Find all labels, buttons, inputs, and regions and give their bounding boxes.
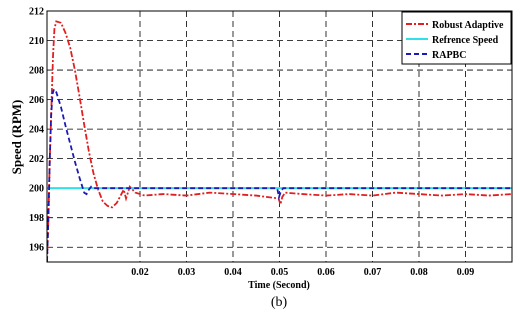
legend-label-robust-adaptive: Robust Adaptive: [432, 20, 504, 31]
x-tick-label: 0.06: [317, 267, 335, 278]
plot-frame: [46, 10, 513, 263]
x-tick-label: 0.02: [131, 267, 149, 278]
series-line-rapbc: [47, 87, 512, 262]
y-tick-label: 196: [29, 243, 44, 254]
x-tick-label: 0.08: [410, 267, 428, 278]
legend-label-refrence-speed: Refrence Speed: [432, 35, 499, 46]
legend: Robust Adaptive Refrence Speed RAPBC: [401, 11, 512, 65]
figure-caption: (b): [271, 295, 288, 310]
y-tick-label: 206: [29, 95, 44, 106]
tick-labels: 196 198 200 202 204 206 208 210 212 0.02 0.03 0.04 0…: [29, 7, 474, 279]
x-tick-label: 0.07: [364, 267, 382, 278]
x-tick-label: 0.03: [178, 267, 196, 278]
series-line-robust-adaptive: [47, 20, 512, 262]
y-tick-label: 204: [29, 125, 44, 136]
y-tick-label: 202: [29, 154, 44, 165]
legend-label-rapbc: RAPBC: [432, 50, 466, 61]
y-tick-label: 198: [29, 213, 44, 224]
x-tick-label: 0.04: [224, 267, 242, 278]
y-tick-label: 208: [29, 66, 44, 77]
x-axis-label: Time (Second): [248, 280, 310, 291]
x-tick-label: 0.05: [271, 267, 289, 278]
y-axis-label: Speed (RPM): [9, 100, 24, 175]
y-tick-label: 200: [29, 184, 44, 195]
x-tick-label: 0.09: [457, 267, 475, 278]
y-tick-label: 210: [29, 36, 44, 47]
series-lines: [47, 20, 512, 262]
y-tick-label: 212: [29, 7, 44, 18]
